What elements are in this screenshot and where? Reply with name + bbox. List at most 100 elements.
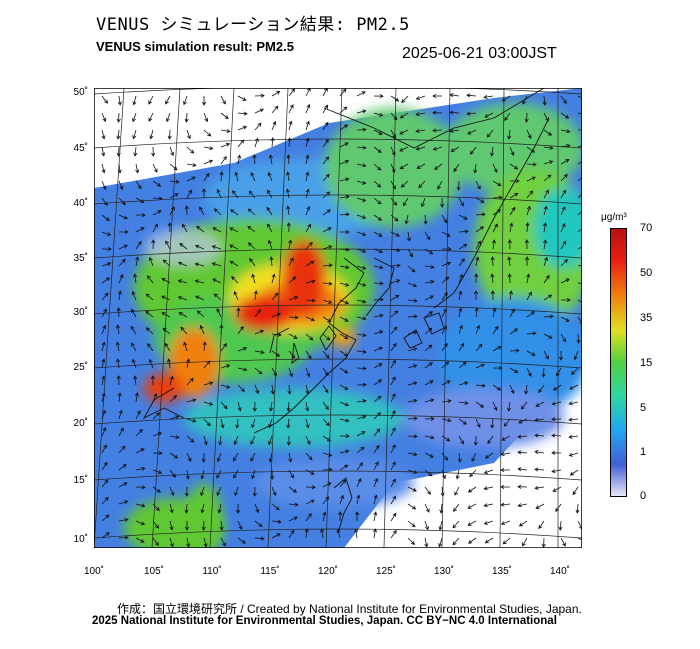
wind-arrow-icon (118, 214, 128, 220)
wind-arrow-icon (288, 333, 298, 339)
wind-arrow-icon (407, 503, 417, 510)
wind-arrow-icon (390, 112, 398, 121)
wind-arrow-icon (407, 434, 418, 439)
wind-arrow-icon (115, 341, 120, 352)
wind-arrow-icon (117, 392, 122, 403)
wind-arrow-icon (543, 333, 553, 339)
wind-arrow-icon (458, 307, 463, 318)
wind-arrow-icon (203, 146, 214, 151)
wind-arrow-icon (526, 273, 531, 284)
wind-arrow-icon (135, 448, 145, 454)
wind-arrow-icon (526, 129, 532, 139)
wind-arrow-icon (440, 486, 445, 497)
wind-arrow-icon (474, 307, 479, 318)
wind-arrow-icon (507, 401, 512, 412)
wind-arrow-icon (235, 504, 241, 514)
wind-arrow-icon (458, 418, 468, 425)
wind-arrow-icon (415, 128, 426, 133)
wind-arrow-icon (101, 112, 107, 123)
wind-arrow-icon (517, 503, 528, 508)
wind-arrow-icon (286, 154, 291, 165)
wind-arrow-icon (466, 93, 477, 98)
wind-arrow-icon (145, 310, 154, 318)
lat-label-25: 25˚ (73, 362, 88, 373)
wind-arrow-icon (543, 174, 552, 182)
wind-arrow-icon (441, 214, 448, 224)
wind-arrow-icon (424, 537, 429, 548)
wind-arrow-icon (101, 496, 109, 505)
wind-arrow-icon (432, 93, 442, 99)
wind-arrow-icon (424, 469, 433, 477)
wind-arrow-icon (194, 244, 205, 250)
wind-arrow-icon (135, 429, 143, 437)
wind-arrow-icon (116, 324, 121, 335)
wind-arrow-icon (475, 418, 481, 428)
wind-arrow-icon (219, 520, 224, 531)
wind-arrow-icon (101, 129, 106, 140)
wind-arrow-icon (390, 197, 397, 206)
wind-arrow-icon (560, 159, 570, 165)
wind-arrow-icon (541, 537, 546, 548)
wind-arrow-icon (415, 146, 426, 151)
wind-arrow-icon (373, 379, 383, 386)
wind-arrow-icon (483, 486, 494, 491)
wind-arrow-icon (449, 93, 460, 98)
wind-arrow-icon (339, 142, 349, 148)
wind-arrow-icon (424, 452, 434, 458)
wind-arrow-icon (247, 242, 256, 250)
wind-arrow-icon (305, 120, 310, 131)
lon-label-135: 135˚ (491, 566, 512, 577)
wind-arrow-icon (474, 273, 479, 284)
wind-arrow-icon (556, 367, 562, 377)
wind-arrow-icon (101, 375, 106, 386)
wind-arrow-icon (373, 444, 380, 454)
wind-arrow-icon (502, 537, 511, 545)
wind-arrow-icon (322, 156, 330, 165)
wind-arrow-icon (304, 528, 309, 539)
wind-arrow-icon (534, 433, 545, 438)
wind-arrow-icon (504, 112, 511, 121)
colorbar-unit: μg/m³ (601, 212, 627, 223)
wind-arrow-icon (339, 194, 350, 199)
wind-arrow-icon (509, 192, 519, 199)
wind-arrow-icon (339, 449, 350, 454)
wind-arrow-icon (466, 111, 477, 116)
credit-text: 作成：国立環境研究所 / Created by National Institu… (117, 602, 582, 616)
wind-arrow-icon (415, 95, 426, 100)
wind-arrow-icon (526, 367, 532, 377)
wind-arrow-icon (271, 105, 279, 114)
wind-arrow-icon (432, 110, 443, 115)
wind-arrow-icon (267, 171, 273, 182)
wind-arrow-icon (101, 409, 106, 420)
wind-arrow-icon (211, 245, 222, 250)
wind-arrow-icon (424, 327, 433, 335)
wind-arrow-icon (456, 180, 461, 191)
wind-arrow-icon (390, 310, 399, 318)
wind-arrow-icon (339, 299, 350, 305)
wind-arrow-icon (490, 418, 495, 429)
wind-arrow-icon (200, 503, 205, 514)
wind-arrow-icon (491, 239, 496, 250)
wind-arrow-icon (248, 190, 256, 199)
wind-arrow-icon (468, 537, 477, 544)
wind-arrow-icon (270, 384, 275, 395)
wind-arrow-icon (118, 197, 126, 206)
wind-arrow-icon (287, 137, 292, 148)
wind-arrow-icon (492, 209, 502, 216)
wind-arrow-icon (543, 294, 553, 301)
wind-arrow-icon (572, 486, 579, 496)
wind-arrow-icon (194, 279, 205, 284)
wind-arrow-icon (286, 222, 291, 233)
wind-arrow-icon (305, 367, 311, 378)
wind-arrow-icon (305, 223, 312, 233)
wind-arrow-icon (577, 208, 582, 216)
wind-arrow-icon (186, 435, 195, 443)
colorbar-tick-5: 5 (640, 402, 647, 414)
wind-arrow-icon (354, 528, 359, 539)
wind-arrow-icon (483, 94, 494, 99)
wind-arrow-icon (186, 129, 191, 140)
wind-arrow-icon (356, 366, 367, 371)
wind-arrow-icon (220, 142, 231, 148)
wind-arrow-icon (254, 122, 262, 131)
wind-arrow-icon (450, 146, 460, 152)
